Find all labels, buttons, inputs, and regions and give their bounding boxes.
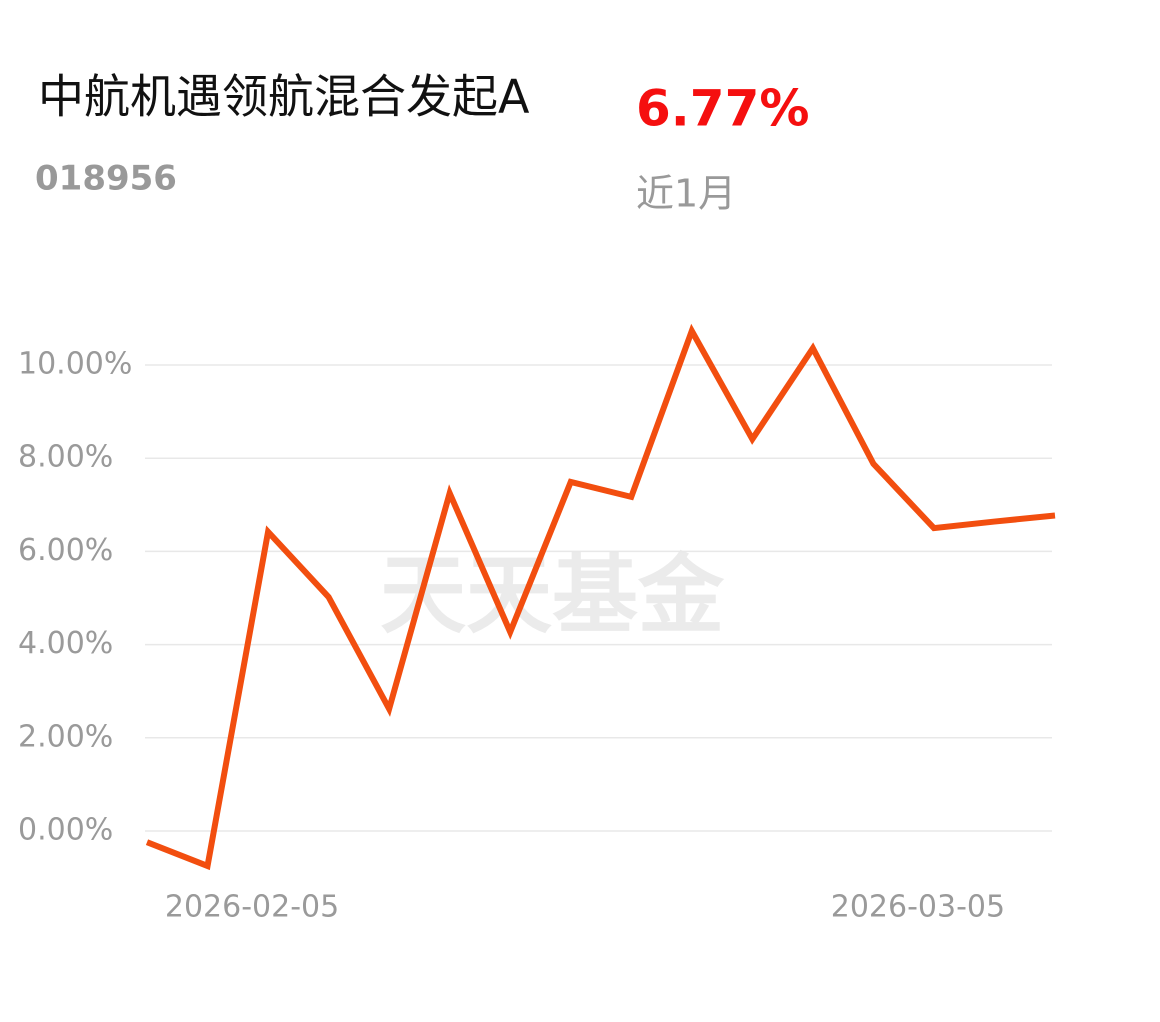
y-tick-label: 8.00% — [18, 440, 113, 475]
x-tick-label: 2026-03-05 — [831, 890, 1005, 925]
y-tick-label: 0.00% — [18, 813, 113, 848]
data-line — [145, 323, 1056, 871]
fund-code: 018956 — [35, 159, 177, 199]
y-tick-label: 6.00% — [18, 533, 113, 568]
change-value: 6.77% — [636, 80, 809, 138]
y-tick-label: 4.00% — [18, 626, 113, 661]
chart-title: 中航机遇领航混合发起A — [38, 70, 530, 124]
watermark: 天天基金 — [380, 545, 725, 646]
y-tick-label: 2.00% — [18, 719, 113, 754]
period-label: 近1月 — [636, 172, 736, 216]
x-tick-label: 2026-02-05 — [165, 890, 339, 925]
y-tick-label: 10.00% — [18, 347, 132, 382]
